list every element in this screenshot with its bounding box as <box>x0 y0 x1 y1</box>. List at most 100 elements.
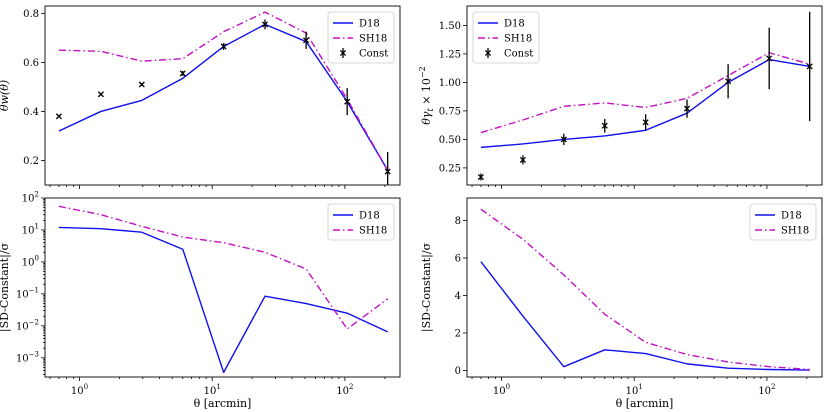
legend-label: Const <box>504 49 533 60</box>
y-tick-base: 10 <box>22 194 35 205</box>
data-layer <box>55 11 391 185</box>
series-line-d18 <box>58 226 388 374</box>
y-axis-label: θw(θ) <box>0 80 11 111</box>
legend: D18 SH18 <box>327 203 395 241</box>
y-axis-label: |SD-Constant|/σ <box>420 242 434 332</box>
x-tick-exponent: 2 <box>349 383 353 391</box>
x-tick-exponent: 0 <box>84 383 88 391</box>
x-tick-base: 10 <box>493 386 506 397</box>
y-tick-label: 102 <box>22 191 39 205</box>
y-tick-label: 1.00 <box>439 78 461 89</box>
y-tick-label: 0.75 <box>439 106 461 117</box>
const-point <box>303 37 310 44</box>
y-tick-label: 0.4 <box>23 107 39 118</box>
x-tick-exponent: 0 <box>506 383 510 391</box>
legend-label: SH18 <box>504 34 532 45</box>
y-tick-label: 0.50 <box>439 135 461 146</box>
series-line-sh18 <box>480 208 810 371</box>
x-tick-exponent: 1 <box>216 383 220 391</box>
const-point <box>560 136 567 143</box>
data-layer <box>477 11 813 181</box>
y-label-main: θγ <box>420 111 433 125</box>
x-tick-exponent: 1 <box>638 383 642 391</box>
y-tick-label: 4 <box>455 291 461 302</box>
y-tick-label: 0.8 <box>23 9 39 20</box>
legend: D18 SH18 <box>749 203 817 241</box>
legend-label: D18 <box>359 19 380 30</box>
y-tick-base: 10 <box>22 225 35 236</box>
x-tick-base: 10 <box>71 386 84 397</box>
y-tick-base: 10 <box>16 321 29 332</box>
const-point <box>344 98 351 105</box>
legend-label: D18 <box>359 211 380 222</box>
const-point <box>179 70 186 77</box>
x-tick-label: 101 <box>626 383 643 397</box>
y-tick-label: 1.25 <box>439 49 461 60</box>
series-line-d18 <box>480 58 810 149</box>
y-tick-exponent: 2 <box>35 191 39 199</box>
legend-box <box>749 203 817 241</box>
x-tick-label: 101 <box>204 383 221 397</box>
data-layer <box>58 205 389 374</box>
x-axis-label: θ [arcmin] <box>616 397 674 410</box>
x-tick-label: 102 <box>336 383 353 397</box>
axes-frame <box>44 197 401 378</box>
data-layer <box>480 208 810 371</box>
y-label-mult: × 10 <box>420 78 433 108</box>
series-line-sh18 <box>480 52 810 134</box>
y-tick-label: 0.2 <box>23 156 39 167</box>
y-tick-label: 0 <box>455 366 461 377</box>
y-tick-label: 10−3 <box>16 350 39 364</box>
legend: D18 SH18 Const <box>327 11 395 64</box>
const-point <box>601 122 608 129</box>
y-tick-base: 10 <box>16 289 29 300</box>
y-tick-exponent: −2 <box>29 318 39 326</box>
legend-box <box>327 11 395 64</box>
legend-box <box>327 203 395 241</box>
const-point <box>642 119 649 126</box>
y-tick-base: 10 <box>22 257 35 268</box>
x-tick-base: 10 <box>626 386 639 397</box>
legend-label: D18 <box>781 211 802 222</box>
legend-label: SH18 <box>359 226 387 237</box>
x-tick-base: 10 <box>336 386 349 397</box>
series-line-sh18 <box>58 11 389 171</box>
y-tick-label: 101 <box>22 222 39 236</box>
y-tick-base: 10 <box>16 353 29 364</box>
y-axis-label: |SD-Constant|/σ <box>0 242 12 332</box>
const-point <box>519 156 526 163</box>
y-tick-exponent: 1 <box>35 222 39 230</box>
axes-frame <box>466 197 823 378</box>
y-tick-label: 6 <box>455 253 461 264</box>
x-tick-label: 102 <box>758 383 775 397</box>
x-tick-label: 100 <box>493 383 510 397</box>
const-point <box>384 168 391 175</box>
series-line-d18 <box>480 261 810 371</box>
x-tick-label: 100 <box>71 383 88 397</box>
y-tick-label: 2 <box>455 328 461 339</box>
y-tick-label: 0.25 <box>439 163 461 174</box>
panel-top-left: 0.2 0.4 0.6 0.8 θw(θ) D18 SH18 Const <box>0 5 401 189</box>
y-axis-label: θγt × 10−2 <box>418 66 435 124</box>
const-point <box>477 173 484 181</box>
legend-box <box>472 11 540 64</box>
const-point <box>725 78 732 85</box>
y-tick-exponent: −3 <box>29 350 39 358</box>
x-tick-exponent: 2 <box>771 383 775 391</box>
panel-bottom-left: 100 101 10210−310−210−1100101102|SD-Consta… <box>0 191 401 410</box>
const-point <box>220 43 227 50</box>
y-tick-label: 0.6 <box>23 58 39 69</box>
y-tick-label: 100 <box>22 254 39 268</box>
legend-marker <box>339 49 347 57</box>
axes-frame <box>44 5 401 186</box>
x-tick-base: 10 <box>758 386 771 397</box>
legend-label: SH18 <box>359 34 387 45</box>
legend-marker <box>484 49 492 57</box>
panel-top-right: 0.25 0.50 0.75 1.00 1.25 1.50 θγt × 10−2 D18 SH1… <box>418 5 823 189</box>
y-tick-label: 1.50 <box>439 21 461 32</box>
axes-frame <box>466 5 823 186</box>
const-point <box>138 81 145 88</box>
const-point <box>55 113 62 120</box>
x-tick-base: 10 <box>204 386 217 397</box>
